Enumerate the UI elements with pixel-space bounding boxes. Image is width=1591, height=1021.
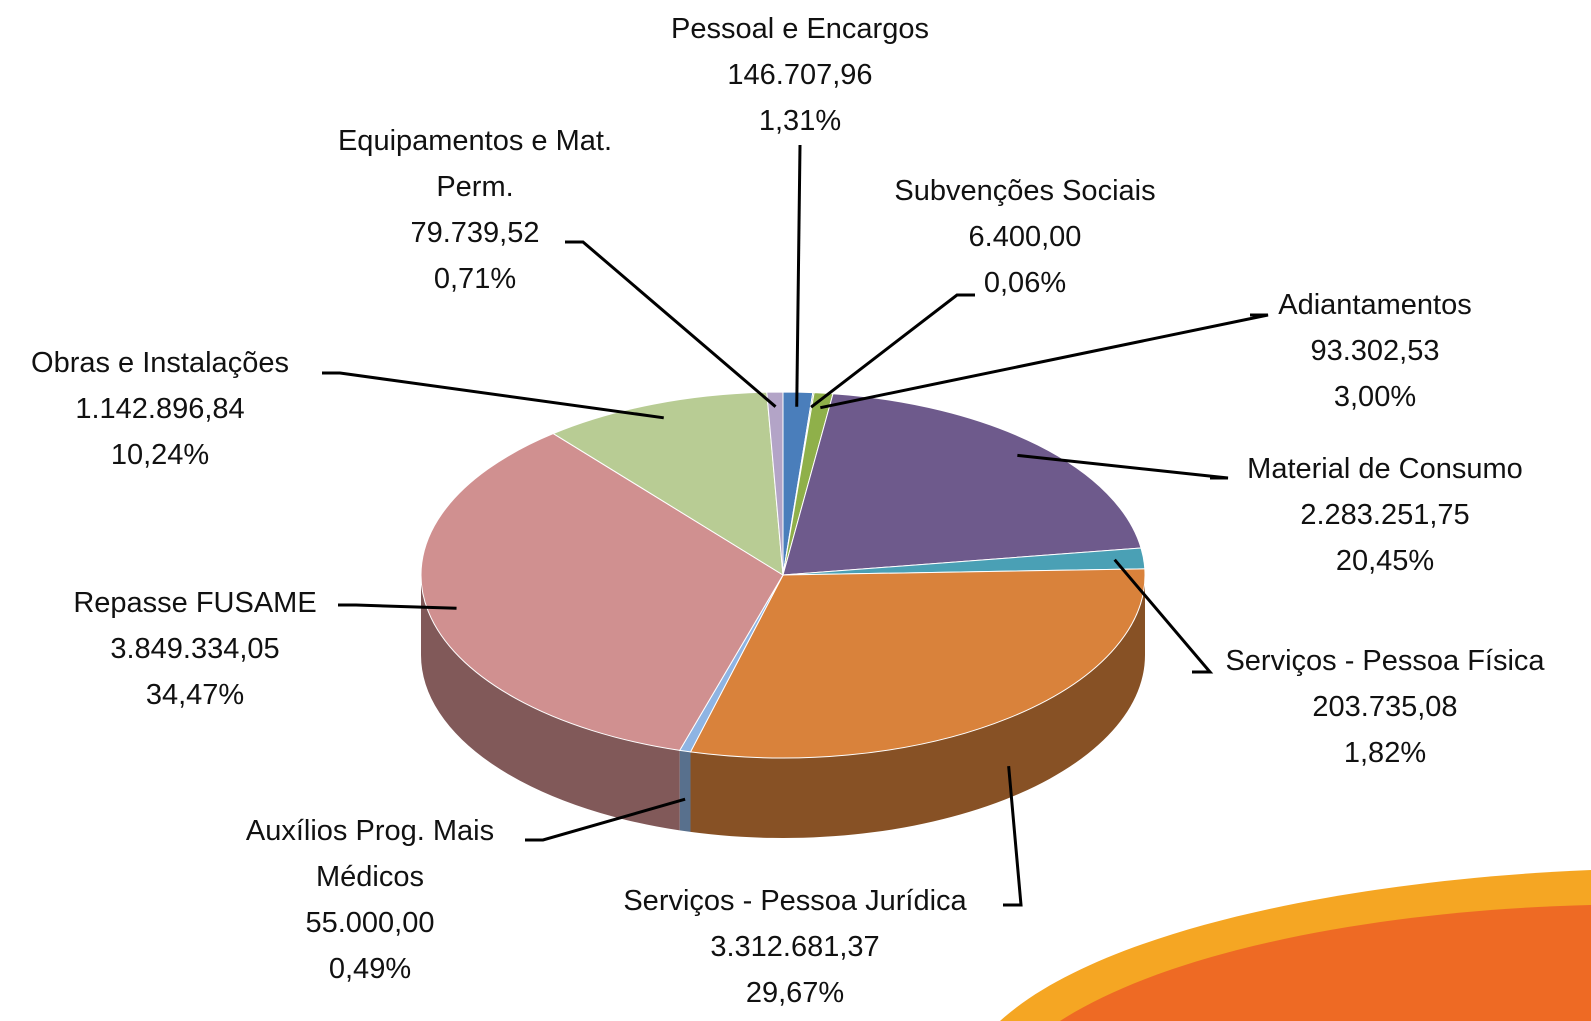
leader-line — [1113, 558, 1214, 674]
leader-line — [820, 313, 1269, 410]
label-line: 93.302,53 — [1310, 335, 1440, 367]
leader-line — [565, 240, 777, 408]
label-line: 0,49% — [328, 953, 412, 985]
label-line: Material de Consumo — [1247, 453, 1523, 485]
slice — [552, 391, 784, 576]
label-line: Serviços - Pessoa Física — [1225, 645, 1545, 677]
decoration — [1060, 905, 1591, 1021]
label-line: Obras e Instalações — [31, 347, 289, 379]
data-label: Equipamentos e Mat. Perm. 79.739,52 0,71% — [310, 118, 640, 302]
label-line: 146.707,96 — [727, 59, 873, 91]
label-line: Serviços - Pessoa Jurídica — [623, 885, 967, 917]
leader-line — [795, 144, 802, 407]
slice-side — [421, 575, 680, 831]
label-line: 10,24% — [110, 439, 210, 471]
data-label: Obras e Instalações 1.142.896,84 10,24% — [0, 340, 325, 478]
leader-line — [338, 603, 457, 610]
label-line: 2.283.251,75 — [1300, 499, 1470, 531]
label-line: Pessoal e Encargos — [671, 13, 929, 45]
label-line: Equipamentos e Mat. Perm. — [337, 125, 613, 203]
data-label: Repasse FUSAME 3.849.334,05 34,47% — [30, 580, 360, 718]
label-line: 34,47% — [145, 679, 245, 711]
label-line: 20,45% — [1335, 545, 1435, 577]
label-line: Subvenções Sociais — [894, 175, 1156, 207]
data-label: Serviços - Pessoa Jurídica 3.312.681,37 29… — [575, 878, 1015, 1016]
leader-line — [810, 293, 975, 409]
label-line: 29,67% — [745, 977, 845, 1009]
leader-line — [322, 371, 664, 420]
label-line: 1,82% — [1343, 737, 1427, 769]
label-line: 1.142.896,84 — [75, 393, 245, 425]
leader-line — [1003, 765, 1023, 907]
label-line: 203.735,08 — [1312, 691, 1458, 723]
leader-line — [525, 797, 686, 842]
label-line: Auxílios Prog. Mais Médicos — [245, 815, 495, 893]
data-label: Serviços - Pessoa Física 203.735,08 1,82% — [1195, 638, 1575, 776]
slice — [420, 433, 784, 751]
label-line: 0,06% — [983, 267, 1067, 299]
label-line: 6.400,00 — [968, 221, 1082, 253]
label-line: Adiantamentos — [1278, 289, 1472, 321]
slice — [766, 391, 784, 576]
label-line: Repasse FUSAME — [73, 587, 317, 619]
data-label: Adiantamentos 93.302,53 3,00% — [1225, 282, 1525, 420]
label-line: 55.000,00 — [305, 907, 435, 939]
slice — [782, 393, 1142, 576]
data-label: Auxílios Prog. Mais Médicos 55.000,00 0,49… — [215, 808, 525, 992]
label-line: 3,00% — [1333, 381, 1417, 413]
label-line: 3.312.681,37 — [710, 931, 880, 963]
slice-side — [690, 575, 1145, 838]
slice — [689, 568, 1146, 759]
label-line: 1,31% — [758, 105, 842, 137]
label-line: 3.849.334,05 — [110, 633, 280, 665]
label-line: 0,71% — [433, 263, 517, 295]
slice-side — [679, 750, 691, 832]
leader-line — [1017, 453, 1229, 480]
data-label: Material de Consumo 2.283.251,75 20,45% — [1205, 446, 1565, 584]
label-line: 79.739,52 — [410, 217, 540, 249]
data-label: Subvenções Sociais 6.400,00 0,06% — [865, 168, 1185, 306]
data-label: Pessoal e Encargos 146.707,96 1,31% — [620, 6, 980, 144]
